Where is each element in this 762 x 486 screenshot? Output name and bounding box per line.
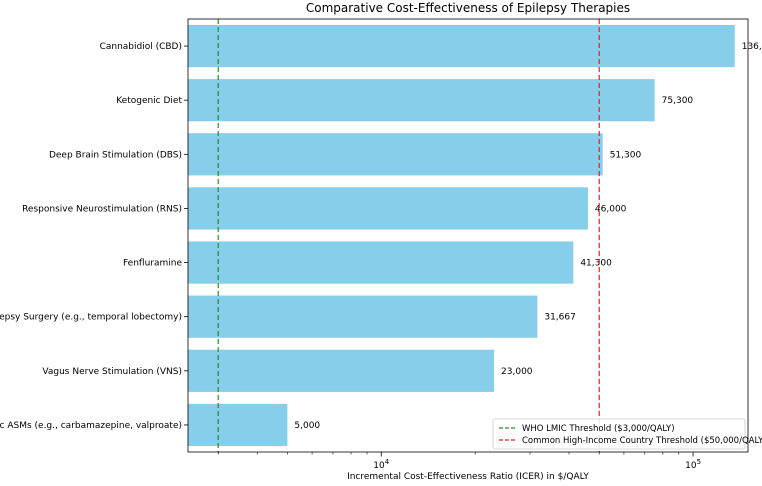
bar xyxy=(188,79,655,122)
legend-entry: WHO LMIC Threshold ($3,000/QALY) xyxy=(522,424,675,434)
bar-value-label: 41,300 xyxy=(580,259,612,269)
legend: WHO LMIC Threshold ($3,000/QALY) Common H… xyxy=(492,418,762,450)
bar-value-label: 31,667 xyxy=(544,313,576,323)
bar-value-label: 46,000 xyxy=(595,204,627,214)
chart-title: Comparative Cost-Effectiveness of Epilep… xyxy=(306,1,630,15)
bar-value-label: 5,000 xyxy=(294,421,320,431)
x-tick-label: 105 xyxy=(685,458,701,471)
bar xyxy=(188,241,574,284)
category-label: Cannabidiol (CBD) xyxy=(100,42,182,52)
x-tick-label: 104 xyxy=(373,458,389,471)
bar xyxy=(188,24,735,68)
threshold-layer xyxy=(217,19,600,452)
bar-value-label: 136,000 xyxy=(742,42,762,52)
plot-frame xyxy=(187,18,749,453)
bar xyxy=(188,403,288,447)
category-label: Epilepsy Surgery (e.g., temporal lobecto… xyxy=(0,313,182,323)
x-axis-label: Incremental Cost-Effectiveness Ratio (IC… xyxy=(347,472,589,482)
bar-value-label: 51,300 xyxy=(610,150,642,160)
bar-value-label: 75,300 xyxy=(662,96,694,106)
category-labels: Cannabidiol (CBD) Ketogenic Diet Deep Brai… xyxy=(0,42,188,431)
bar xyxy=(188,133,603,176)
legend-box xyxy=(492,418,746,450)
category-label: Fenfluramine xyxy=(123,259,182,269)
category-label: Deep Brain Stimulation (DBS) xyxy=(49,150,182,160)
category-label: Vagus Nerve Stimulation (VNS) xyxy=(42,367,182,377)
category-label: Generic ASMs (e.g., carbamazepine, valpr… xyxy=(0,421,182,431)
bar-value-label: 23,000 xyxy=(501,367,533,377)
bar xyxy=(188,295,538,338)
x-axis-ticks: 104 105 xyxy=(217,452,701,471)
category-label: Responsive Neurostimulation (RNS) xyxy=(22,204,182,214)
bar xyxy=(188,187,588,230)
bars-layer: 136,000 75,300 51,300 46,000 41,300 31,667 23,… xyxy=(188,24,762,447)
bar xyxy=(188,349,495,392)
legend-entry: Common High-Income Country Threshold ($5… xyxy=(522,436,762,446)
category-label: Ketogenic Diet xyxy=(116,96,182,106)
